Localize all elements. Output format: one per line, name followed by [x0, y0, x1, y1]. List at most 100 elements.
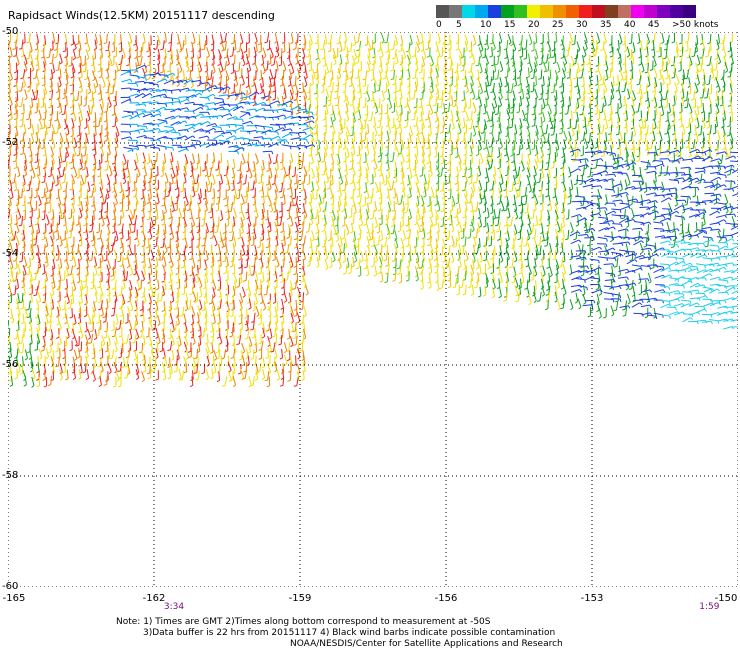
wind-barb-flag [582, 118, 586, 122]
wind-barb [28, 110, 31, 120]
wind-barb [86, 41, 91, 50]
wind-barb [723, 34, 726, 44]
wind-barb [142, 33, 146, 43]
colorbar-swatch [553, 5, 566, 18]
wind-barb [591, 42, 596, 51]
wind-barb [577, 123, 580, 133]
wind-barb [248, 83, 252, 93]
wind-barb-flag [496, 203, 500, 205]
wind-barb [407, 68, 411, 78]
wind-barb [352, 105, 356, 115]
wind-barb [653, 118, 657, 128]
wind-barb [640, 117, 644, 127]
wind-barb [627, 88, 631, 98]
wind-barb [428, 95, 431, 106]
wind-barb [176, 49, 180, 59]
wind-barb [421, 118, 425, 128]
wind-barb [113, 41, 116, 51]
wind-barb-flag [452, 105, 456, 108]
wind-barb [525, 39, 528, 49]
wind-barb-flag [685, 126, 689, 129]
wind-barb-flag [75, 43, 79, 46]
wind-barb-flag [583, 54, 587, 58]
wind-barb-flag [395, 61, 399, 65]
wind-barb [449, 55, 454, 65]
wind-barb-flag [181, 78, 185, 81]
wind-barb-flag [390, 69, 394, 72]
wind-barb-flag [712, 69, 717, 71]
colorbar-label: 45 [648, 20, 660, 30]
wind-barb [92, 62, 96, 72]
wind-barb-flag [484, 43, 488, 46]
wind-barb-flag [159, 110, 161, 114]
wind-barb [542, 76, 545, 86]
wind-barb [100, 48, 103, 58]
wind-barb [563, 48, 565, 58]
wind-barb-flag [118, 50, 122, 53]
wind-barb-flag [349, 104, 353, 106]
wind-barb [708, 96, 712, 106]
wind-barb [647, 104, 650, 114]
wind-barb-flag [247, 69, 251, 73]
wind-barb [653, 68, 658, 77]
wind-barb [514, 69, 517, 79]
wind-barb [240, 48, 244, 58]
wind-barb [178, 87, 188, 91]
wind-barb [472, 102, 477, 112]
wind-barb [514, 132, 516, 142]
wind-barb-flag [271, 117, 274, 121]
wind-barb-flag [93, 47, 97, 51]
wind-barb [672, 105, 675, 115]
wind-barb [416, 34, 420, 44]
wind-barb-flag [580, 140, 584, 142]
wind-barb [562, 96, 565, 107]
wind-barb [304, 194, 307, 204]
wind-barb-flag [378, 140, 382, 142]
wind-barb [421, 33, 424, 43]
wind-barb-flag [13, 112, 17, 116]
wind-barb [294, 76, 297, 86]
wind-barb-flag [272, 162, 277, 164]
wind-barb-flag [686, 56, 690, 59]
wind-barb [624, 82, 627, 92]
wind-barb [498, 117, 502, 127]
wind-barb [267, 186, 269, 197]
wind-barb-flag [644, 71, 648, 74]
wind-barb [512, 61, 517, 71]
wind-barb-flag [293, 99, 297, 101]
wind-barb [262, 150, 272, 153]
wind-barb [266, 60, 269, 70]
wind-barb [603, 49, 608, 58]
wind-barb-flag [410, 98, 415, 100]
wind-barb [465, 82, 469, 91]
wind-barb [297, 68, 301, 78]
wind-barb-flag [389, 160, 394, 163]
wind-barb [219, 103, 229, 106]
wind-barb-flag [79, 76, 83, 79]
wind-barb-flag [175, 63, 179, 66]
wind-barb [682, 69, 686, 79]
wind-barb-flag [604, 78, 608, 81]
wind-barb-flag [118, 42, 122, 45]
wind-barb-flag [259, 91, 263, 95]
wind-barb [715, 90, 719, 100]
wind-barb-flag [306, 63, 310, 65]
wind-barb-flag [451, 127, 455, 130]
wind-barb [723, 188, 733, 190]
wind-barb [50, 76, 53, 86]
wind-barb [345, 69, 349, 79]
wind-barb-flag [26, 90, 30, 92]
wind-barb-flag [76, 56, 80, 59]
wind-barb-flag [569, 41, 573, 44]
wind-barb [443, 41, 447, 51]
wind-barb [583, 76, 585, 86]
wind-barb [686, 98, 689, 108]
wind-barb-flag [582, 125, 586, 128]
wind-barb-flag [678, 69, 682, 72]
wind-barb-flag [595, 83, 599, 86]
wind-barb [393, 69, 395, 79]
wind-barb [609, 68, 612, 78]
wind-barb-flag [423, 57, 427, 60]
wind-barb-flag [564, 62, 568, 66]
wind-barb-flag [610, 55, 614, 58]
